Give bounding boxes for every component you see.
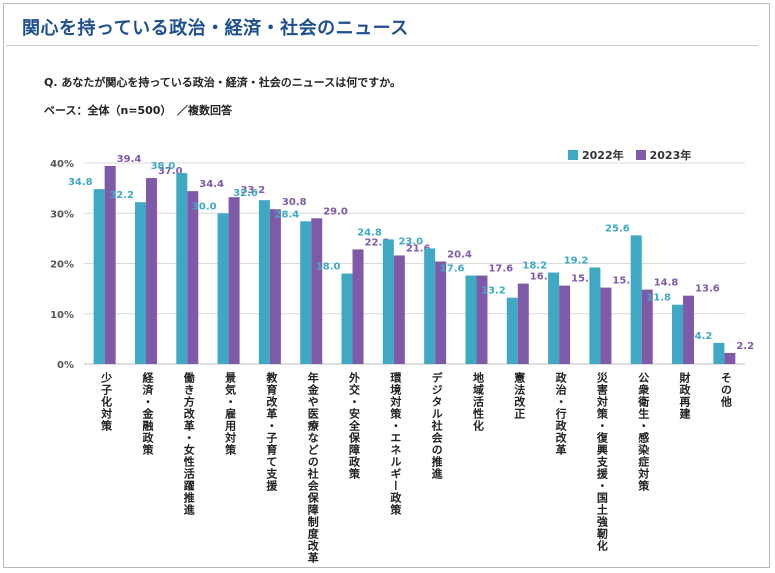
data-label-2023: 30.8 <box>282 197 307 208</box>
bar-2022 <box>424 248 436 364</box>
bar-2022 <box>382 239 394 364</box>
category-label: 財政再建 <box>678 372 692 420</box>
y-tick-label: 10% <box>50 310 74 321</box>
data-label-2023: 22.8 <box>365 237 390 248</box>
data-label-2023: 2.2 <box>736 341 754 352</box>
legend-label-2023: 2023年 <box>649 149 692 162</box>
legend-label-2022: 2022年 <box>582 149 624 162</box>
data-label-2023: 14.8 <box>654 278 679 289</box>
bar-2022 <box>258 200 270 364</box>
bar-2023 <box>187 191 199 364</box>
bar-2022 <box>589 267 601 364</box>
bar-2023 <box>393 255 405 364</box>
data-label-2023: 39.4 <box>117 154 142 165</box>
category-label: 外交・安全保障政策 <box>347 372 361 480</box>
data-label-2022: 30.0 <box>192 201 217 212</box>
category-label: 災害対策・復興支援・国土強靭化 <box>595 372 609 552</box>
bar-2023 <box>269 209 281 364</box>
bar-2022 <box>93 189 105 364</box>
category-label: 憲法改正 <box>512 372 526 420</box>
data-label-2022: 13.2 <box>481 286 506 297</box>
bar-2022 <box>176 173 188 364</box>
y-tick-label: 30% <box>50 209 74 220</box>
page-title: 関心を持っている政治・経済・社会のニュース <box>22 18 409 39</box>
data-label-2022: 24.8 <box>357 227 382 238</box>
category-label: 公衆衛生・感染症対策 <box>636 372 650 492</box>
data-label-2022: 23.0 <box>398 236 423 247</box>
data-label-2023: 16.0 <box>530 272 555 283</box>
bar-2023 <box>145 178 157 364</box>
bar-2023 <box>517 283 529 364</box>
bar-2022 <box>630 235 642 364</box>
data-label-2022: 18.2 <box>522 261 547 272</box>
data-label-2023: 37.0 <box>158 166 183 177</box>
category-label: 政治・行政改革 <box>554 372 568 456</box>
data-label-2023: 13.6 <box>695 284 720 295</box>
category-label: デジタル社会の推進 <box>430 372 444 480</box>
data-label-2023: 20.4 <box>447 249 472 260</box>
legend-swatch-2022 <box>568 150 578 160</box>
y-tick-label: 40% <box>50 159 74 170</box>
bar-2022 <box>713 342 725 364</box>
data-label-2022: 38.0 <box>151 161 176 172</box>
data-label-2022: 34.8 <box>68 177 93 188</box>
bar-2023 <box>476 275 488 364</box>
category-label: 景気・雇用対策 <box>223 372 237 456</box>
bar-2023 <box>104 166 116 364</box>
category-label: 地域活性化 <box>471 372 485 432</box>
bar-2022 <box>672 304 684 364</box>
base-text: ベース：全体（n=500） ／複数回答 <box>44 104 232 117</box>
bar-2023 <box>435 261 447 364</box>
bar-2023 <box>352 249 364 364</box>
legend-item-2023: 2023年 <box>635 147 692 163</box>
bar-2022 <box>548 272 560 364</box>
data-label-2023: 17.6 <box>488 264 513 275</box>
chart-legend: 2022年 2023年 <box>568 147 697 163</box>
data-label-2022: 18.0 <box>316 262 341 273</box>
bar-2022 <box>217 213 229 364</box>
category-label: 経済・金融政策 <box>140 372 154 456</box>
bar-2023 <box>559 285 571 364</box>
category-label: 働き方改革・女性活躍推進 <box>182 372 196 516</box>
data-label-2022: 25.6 <box>605 223 630 234</box>
bar-2022 <box>341 273 353 364</box>
category-label: 年金や医療などの社会保障制度改革 <box>306 372 320 564</box>
category-label: 教育改革・子育て支援 <box>264 372 278 492</box>
bar-2022 <box>300 221 312 364</box>
bar-2022 <box>465 275 477 364</box>
data-label-2023: 34.4 <box>199 179 224 190</box>
y-tick-label: 20% <box>50 260 74 271</box>
bar-2023 <box>683 295 695 364</box>
legend-item-2022: 2022年 <box>568 147 624 163</box>
data-label-2023: 33.2 <box>241 185 266 196</box>
bar-2023 <box>600 287 612 364</box>
data-label-2022: 4.2 <box>695 331 713 342</box>
y-tick-label: 0% <box>57 360 74 371</box>
data-label-2022: 28.4 <box>275 209 300 220</box>
category-label: 環境対策・エネルギー政策 <box>388 372 402 516</box>
data-label-2023: 15.2 <box>612 276 637 287</box>
category-label: 少子化対策 <box>99 372 113 432</box>
bar-2023 <box>641 289 653 364</box>
bar-2022 <box>506 297 518 364</box>
data-label-2022: 11.8 <box>646 293 671 304</box>
bar-2022 <box>134 202 146 364</box>
data-label-2022: 32.2 <box>109 190 134 201</box>
category-label: その他 <box>719 372 733 408</box>
legend-swatch-2023 <box>635 150 646 160</box>
bar-2023 <box>724 352 736 364</box>
data-label-2023: 21.6 <box>406 243 431 254</box>
data-label-2022: 17.6 <box>440 264 465 275</box>
data-label-2023: 29.0 <box>323 206 348 217</box>
question-text: Q. あなたが関心を持っている政治・経済・社会のニュースは何ですか。 <box>44 76 402 89</box>
data-label-2022: 32.6 <box>233 188 258 199</box>
data-label-2023: 15.6 <box>571 274 596 285</box>
title-divider <box>6 45 758 46</box>
bar-2023 <box>228 197 240 364</box>
data-label-2022: 19.2 <box>564 256 589 267</box>
bar-2023 <box>311 218 323 364</box>
